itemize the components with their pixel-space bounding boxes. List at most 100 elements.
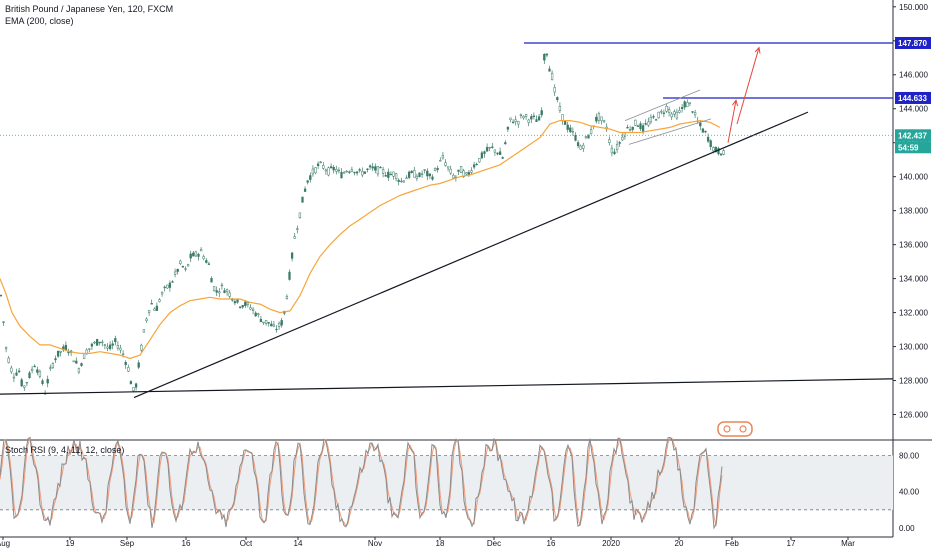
candle-body xyxy=(439,160,442,162)
candle-body xyxy=(67,351,70,354)
candle-body xyxy=(452,174,455,179)
candle-body xyxy=(267,322,270,324)
candle-body xyxy=(38,371,42,377)
candle-body xyxy=(639,123,642,130)
candle-body xyxy=(657,111,660,119)
candle-body xyxy=(413,170,416,178)
candle-body xyxy=(485,147,489,152)
arrow-head xyxy=(732,99,739,107)
candle-body xyxy=(202,256,205,260)
candle-body xyxy=(355,171,359,174)
candle-body xyxy=(712,147,715,152)
candle-body xyxy=(457,169,460,172)
candle-body xyxy=(254,312,257,317)
time-tick-label: 17 xyxy=(787,539,796,548)
candle-body xyxy=(618,142,621,144)
candle-body xyxy=(311,168,315,175)
time-tick-label: 14 xyxy=(294,539,303,548)
level-mid-tag-text: 144.633 xyxy=(898,94,927,103)
candle-body xyxy=(553,87,556,93)
candle-body xyxy=(397,179,400,182)
candle-body xyxy=(30,368,34,371)
candle-body xyxy=(15,372,18,376)
candle-body xyxy=(384,175,387,177)
support-trendline[interactable] xyxy=(133,111,809,399)
candle-body xyxy=(478,158,481,163)
time-axis[interactable]: Aug19Sep16Oct14Nov18Dec16202020Feb17Mar xyxy=(0,537,855,548)
candle-body xyxy=(259,318,263,323)
candle-body xyxy=(459,166,463,173)
candle-body xyxy=(514,119,517,122)
candle-body xyxy=(405,177,408,180)
candle-body xyxy=(628,129,632,131)
candle-body xyxy=(517,121,520,125)
candle-body xyxy=(345,170,348,173)
candle-body xyxy=(163,286,166,289)
candle-body xyxy=(683,101,686,108)
candle-body xyxy=(171,281,174,283)
candle-body xyxy=(561,114,564,122)
channel-upper-line[interactable] xyxy=(624,89,701,121)
symbol-legend[interactable]: British Pound / Japanese Yen, 120, FXCM xyxy=(5,4,174,14)
price-axis[interactable]: 126.000 128.000 130.000 132.000 134.000 136.0… xyxy=(893,3,928,533)
candle-body xyxy=(597,113,601,121)
price-tags: 147.870 144.633 142.437 54:59 xyxy=(895,36,931,154)
candle-body xyxy=(571,131,575,133)
candle-body xyxy=(493,149,497,153)
candle-body xyxy=(621,136,624,141)
projection-arrow-short[interactable] xyxy=(727,99,739,143)
candle-body xyxy=(381,169,385,174)
candle-body xyxy=(649,116,653,123)
candle-body xyxy=(293,236,296,239)
drawings[interactable] xyxy=(0,42,894,399)
candle-body xyxy=(54,358,57,361)
candle-body xyxy=(678,110,681,113)
ema-legend[interactable]: EMA (200, close) xyxy=(5,16,74,26)
candle-body xyxy=(582,145,585,149)
candle-body xyxy=(101,341,104,344)
candle-body xyxy=(207,263,211,265)
candle-body xyxy=(576,142,580,147)
candle-body xyxy=(693,112,697,116)
time-tick-label: 16 xyxy=(182,539,191,548)
stoch-rsi-d-line xyxy=(0,436,723,528)
candle-body xyxy=(574,135,577,141)
candle-body xyxy=(511,121,515,124)
candle-body xyxy=(36,369,39,373)
candle-body xyxy=(301,196,304,203)
level-high-tag-text: 147.870 xyxy=(898,39,927,48)
candle-body xyxy=(80,363,83,366)
candle-body xyxy=(501,157,504,159)
time-tick-label: 2020 xyxy=(602,539,620,548)
time-tick-label: Oct xyxy=(240,539,253,548)
candle-body xyxy=(238,306,242,308)
candle-body xyxy=(277,322,281,327)
candle-body xyxy=(504,142,507,145)
projection-arrow-long[interactable] xyxy=(736,46,761,125)
price-pane[interactable] xyxy=(0,0,893,440)
candle-body xyxy=(181,265,185,268)
candle-body xyxy=(150,303,153,305)
price-tick-label: 126.000 xyxy=(899,411,928,420)
ema-line xyxy=(0,119,721,360)
candle-body xyxy=(176,268,179,272)
candle-body xyxy=(158,299,161,302)
candle-body xyxy=(147,310,151,313)
candle-body xyxy=(106,346,109,349)
candle-body xyxy=(0,294,3,297)
candle-body xyxy=(706,136,710,142)
candle-body xyxy=(225,289,229,292)
candle-body xyxy=(290,252,294,259)
candle-body xyxy=(374,166,377,171)
stoch-rsi-legend[interactable]: Stoch RSI (9, 4, 11, 12, close) xyxy=(5,445,125,455)
channel-lower-line[interactable] xyxy=(628,118,712,145)
candle-body xyxy=(124,362,127,365)
candle-body xyxy=(51,363,55,368)
candle-body xyxy=(652,116,655,118)
candle-body xyxy=(179,260,182,264)
candle-body xyxy=(140,344,143,351)
price-tick-label: 138.000 xyxy=(899,207,928,216)
candle-body xyxy=(475,163,478,166)
price-tick-label: 150.000 xyxy=(899,3,928,12)
